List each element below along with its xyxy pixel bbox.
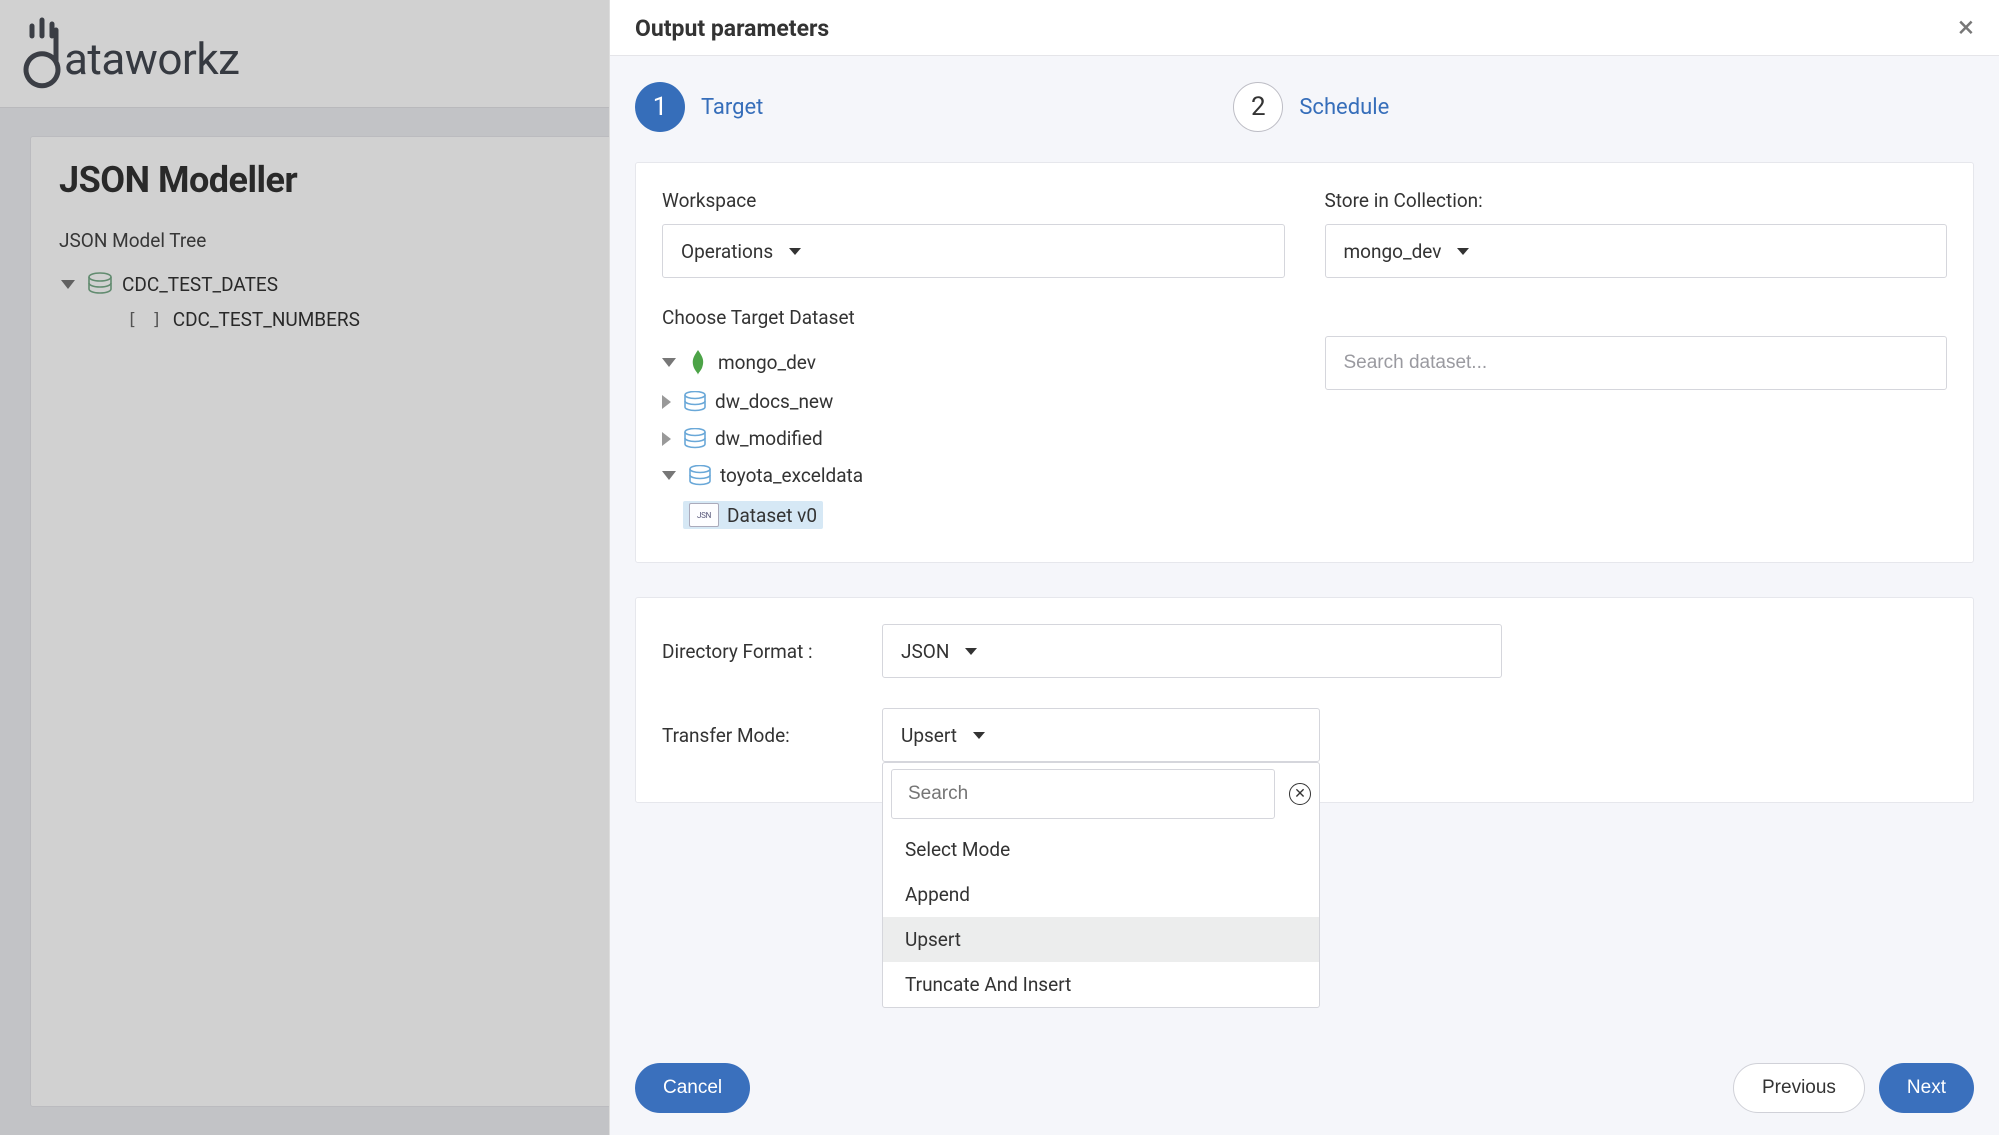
step-number: 1 [635,82,685,132]
tree-node[interactable]: toyota_exceldata [662,457,1285,494]
workspace-value: Operations [681,240,773,263]
transfer-mode-dropdown: ✕ Select Mode Append Upsert Truncate And… [882,762,1320,1008]
tree-node-label: mongo_dev [718,351,816,374]
target-panel: Workspace Operations Store in Collection… [635,162,1974,563]
format-panel: Directory Format : JSON Transfer Mode: U… [635,597,1974,803]
mongodb-icon [688,348,708,376]
database-icon [683,428,707,450]
json-file-icon: JSN [689,503,719,527]
dataset-tree: mongo_dev dw_docs_new [662,341,1285,536]
cancel-button[interactable]: Cancel [635,1063,750,1113]
output-parameters-modal: Output parameters × 1 Target 2 Schedule … [609,0,1999,1135]
wizard-steps: 1 Target 2 Schedule [610,56,1999,162]
tree-node-label: dw_modified [715,427,823,450]
chevron-down-icon [973,732,985,739]
chevron-right-icon[interactable] [662,395,671,409]
step-number: 2 [1233,82,1283,132]
modal-title: Output parameters [635,15,829,42]
choose-dataset-label: Choose Target Dataset [662,306,1285,329]
directory-format-label: Directory Format : [662,640,882,663]
chevron-down-icon [789,248,801,255]
search-dataset-input[interactable] [1325,336,1948,390]
step-label: Target [701,95,763,120]
directory-format-select[interactable]: JSON [882,624,1502,678]
clear-search-icon[interactable]: ✕ [1289,783,1311,805]
mode-option-append[interactable]: Append [883,872,1319,917]
tree-node[interactable]: dw_docs_new [662,383,1285,420]
workspace-select[interactable]: Operations [662,224,1285,278]
chevron-down-icon[interactable] [662,358,676,367]
tree-node-label: Dataset v0 [727,504,817,527]
tree-node[interactable]: dw_modified [662,420,1285,457]
workspace-label: Workspace [662,189,1285,212]
collection-value: mongo_dev [1344,240,1442,263]
chevron-right-icon[interactable] [662,432,671,446]
tree-node-label: toyota_exceldata [720,464,863,487]
directory-format-value: JSON [901,640,949,663]
database-icon [683,391,707,413]
mode-option-select[interactable]: Select Mode [883,827,1319,872]
dropdown-search-input[interactable] [891,769,1275,819]
chevron-down-icon [965,648,977,655]
tree-node-label: dw_docs_new [715,390,833,413]
tree-leaf-selected[interactable]: JSN Dataset v0 [662,494,1285,536]
mode-option-upsert[interactable]: Upsert [883,917,1319,962]
chevron-down-icon [1457,248,1469,255]
step-label: Schedule [1299,95,1389,120]
transfer-mode-label: Transfer Mode: [662,724,882,747]
mode-option-truncate[interactable]: Truncate And Insert [883,962,1319,1007]
next-button[interactable]: Next [1879,1063,1974,1113]
transfer-mode-select[interactable]: Upsert [882,708,1320,762]
step-schedule[interactable]: 2 Schedule [1233,82,1389,132]
database-icon [688,465,712,487]
collection-label: Store in Collection: [1325,189,1948,212]
collection-select[interactable]: mongo_dev [1325,224,1948,278]
close-icon[interactable]: × [1958,13,1974,43]
transfer-mode-value: Upsert [901,724,957,747]
chevron-down-icon[interactable] [662,471,676,480]
tree-node[interactable]: mongo_dev [662,341,1285,383]
step-target[interactable]: 1 Target [635,82,763,132]
previous-button[interactable]: Previous [1733,1063,1865,1113]
